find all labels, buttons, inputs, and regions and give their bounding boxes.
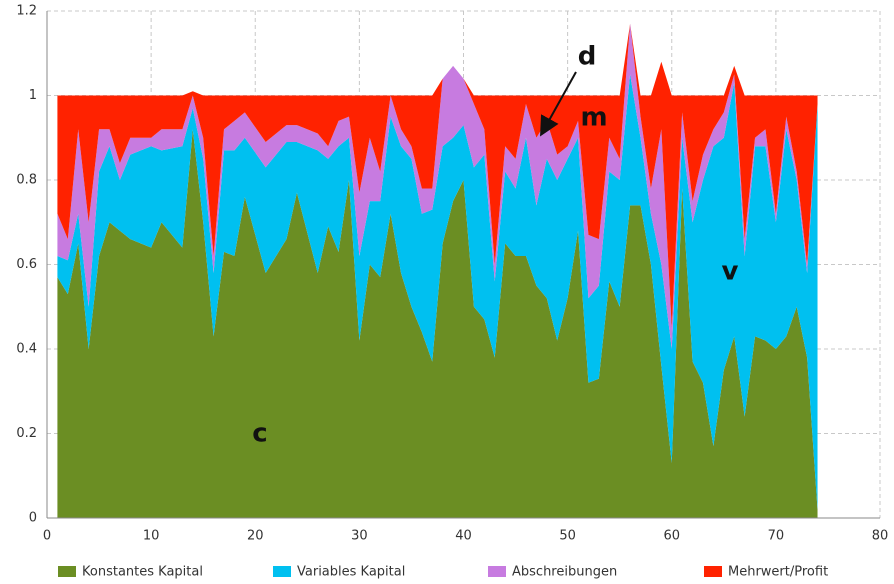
annotation: m [580, 103, 607, 133]
y-tick-label: 0.8 [16, 173, 37, 188]
x-tick-label: 20 [247, 529, 264, 544]
x-tick-label: 30 [351, 529, 368, 544]
area [57, 129, 818, 519]
legend-swatch [488, 566, 506, 577]
legend-swatch [58, 566, 76, 577]
area [57, 74, 818, 510]
legend-label: Variables Kapital [297, 565, 405, 580]
y-tick-label: 1.2 [16, 4, 37, 19]
y-tick-label: 1 [29, 88, 37, 103]
x-tick-label: 0 [43, 529, 51, 544]
x-tick-label: 80 [872, 529, 889, 544]
annotation: v [722, 257, 739, 287]
annotation: d [578, 42, 597, 72]
legend-label: Abschreibungen [512, 565, 617, 580]
x-tick-label: 70 [768, 529, 785, 544]
area [57, 23, 818, 328]
annotation: c [252, 419, 267, 449]
y-tick-label: 0 [29, 511, 37, 526]
x-tick-label: 10 [143, 529, 160, 544]
x-tick-label: 40 [455, 529, 472, 544]
legend-label: Mehrwert/Profit [728, 565, 828, 580]
y-tick-label: 0.4 [16, 342, 37, 357]
legend-swatch [273, 566, 291, 577]
y-tick-label: 0.2 [16, 426, 37, 441]
y-tick-label: 0.6 [16, 257, 37, 272]
x-tick-label: 60 [663, 529, 680, 544]
legend-label: Konstantes Kapital [82, 565, 203, 580]
legend-swatch [704, 566, 722, 577]
annotation-arrow [540, 71, 577, 137]
x-tick-label: 50 [559, 529, 576, 544]
